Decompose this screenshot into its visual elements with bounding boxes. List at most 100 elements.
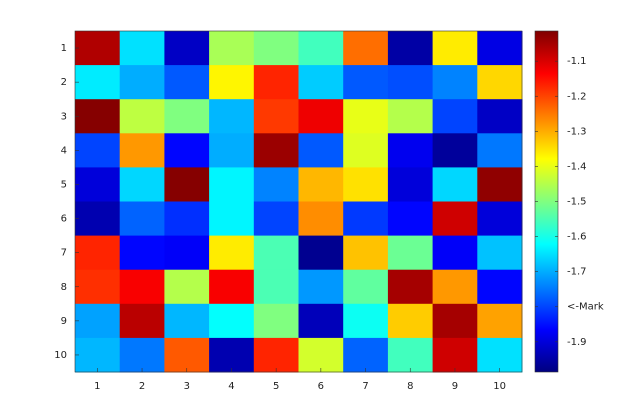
heatmap-cell	[298, 269, 344, 305]
colorbar-tick-label: -1.5	[567, 197, 587, 208]
heatmap-cell	[432, 31, 478, 66]
heatmap-cell	[164, 65, 210, 100]
heatmap-cell	[253, 201, 299, 237]
heatmap-cell	[209, 65, 255, 100]
heatmap-cell	[343, 133, 389, 168]
heatmap-cell	[343, 99, 389, 134]
heatmap-cell	[253, 31, 299, 66]
heatmap-cell	[432, 269, 478, 305]
heatmap-cell	[432, 133, 478, 168]
heatmap-cell	[387, 269, 434, 305]
heatmap-cell	[432, 337, 478, 373]
heatmap-cell	[253, 235, 299, 271]
heatmap-cell	[119, 201, 165, 237]
heatmap-cell	[253, 133, 299, 168]
plot-frame	[74, 30, 523, 373]
heatmap-cell	[209, 167, 255, 202]
colorbar	[534, 30, 559, 373]
heatmap-cell	[253, 303, 299, 339]
x-tick-label: 6	[318, 381, 324, 392]
heatmap-cell	[298, 201, 344, 237]
y-tick-label: 6	[61, 214, 67, 225]
heatmap-cell	[209, 235, 255, 271]
heatmap-cell	[298, 303, 344, 339]
heatmap-cell	[164, 235, 210, 271]
heatmap-cell	[119, 31, 165, 66]
heatmap-cell	[387, 99, 434, 134]
heatmap-cell	[209, 133, 255, 168]
heatmap-cell	[298, 65, 344, 100]
colorbar-tick-label: -1.2	[567, 91, 587, 102]
heatmap-cell	[343, 303, 389, 339]
x-tick-label: 5	[273, 381, 279, 392]
heatmap-cell	[209, 303, 255, 339]
heatmap-cell	[477, 65, 523, 100]
heatmap-cell	[253, 99, 299, 134]
heatmap-cell	[75, 303, 121, 339]
heatmap-cell	[209, 337, 255, 373]
heatmap-cell	[343, 337, 389, 373]
colorbar-tick-label: -1.9	[567, 337, 587, 348]
heatmap-cell	[75, 31, 121, 66]
colorbar-tick-label: -1.3	[567, 126, 587, 137]
heatmap-cell	[119, 337, 165, 373]
x-tick-label: 8	[407, 381, 413, 392]
heatmap-cell	[75, 133, 121, 168]
heatmap-cell	[477, 167, 523, 202]
heatmap-cell	[432, 167, 478, 202]
heatmap-cell	[387, 303, 434, 339]
heatmap-cell	[477, 31, 523, 66]
heatmap-cell	[164, 99, 210, 134]
y-tick-label: 3	[61, 111, 67, 122]
y-tick-label: 4	[61, 145, 67, 156]
heatmap-cell	[477, 269, 523, 305]
heatmap-cell	[343, 269, 389, 305]
heatmap-cell	[432, 303, 478, 339]
heatmap-cell	[253, 167, 299, 202]
heatmap-cell	[432, 65, 478, 100]
heatmap-cell	[209, 269, 255, 305]
heatmap-cell	[343, 235, 389, 271]
heatmap-cell	[253, 65, 299, 100]
heatmap-cell	[477, 133, 523, 168]
heatmap-cell	[387, 167, 434, 202]
heatmap-cell	[119, 269, 165, 305]
x-tick-label: 2	[139, 381, 145, 392]
heatmap-cell	[164, 337, 210, 373]
y-tick-label: 2	[61, 77, 67, 88]
heatmap-cell	[477, 337, 523, 373]
heatmap-cell	[387, 337, 434, 373]
heatmap-cell	[298, 235, 344, 271]
x-tick-label: 4	[228, 381, 234, 392]
heatmap-cell	[164, 31, 210, 66]
heatmap-cell	[298, 167, 344, 202]
x-tick-label: 1	[94, 381, 100, 392]
heatmap-cell	[119, 99, 165, 134]
heatmap-cell	[387, 133, 434, 168]
heatmap-cell	[253, 337, 299, 373]
y-tick-label: 1	[61, 43, 67, 54]
colorbar-tick-label: -1.6	[567, 232, 587, 243]
heatmap-cell	[298, 31, 344, 66]
heatmap-cell	[477, 303, 523, 339]
heatmap-cell	[387, 65, 434, 100]
heatmap-cell	[119, 133, 165, 168]
heatmap-cell	[164, 133, 210, 168]
heatmap-cell	[119, 167, 165, 202]
heatmap-cell	[343, 167, 389, 202]
heatmap-cell	[164, 167, 210, 202]
heatmap-cell	[209, 99, 255, 134]
heatmap-cell	[164, 303, 210, 339]
heatmap-cell	[343, 201, 389, 237]
heatmap-cell	[209, 201, 255, 237]
heatmap-cell	[343, 31, 389, 66]
heatmap-cell	[209, 31, 255, 66]
heatmap-cell	[477, 99, 523, 134]
y-tick-label: 8	[61, 282, 67, 293]
heatmap-cell	[387, 31, 434, 66]
heatmap-cell	[119, 303, 165, 339]
heatmap-cell	[75, 269, 121, 305]
heatmap-cell	[75, 337, 121, 373]
heatmap-cell	[477, 201, 523, 237]
heatmap-cell	[75, 99, 121, 134]
